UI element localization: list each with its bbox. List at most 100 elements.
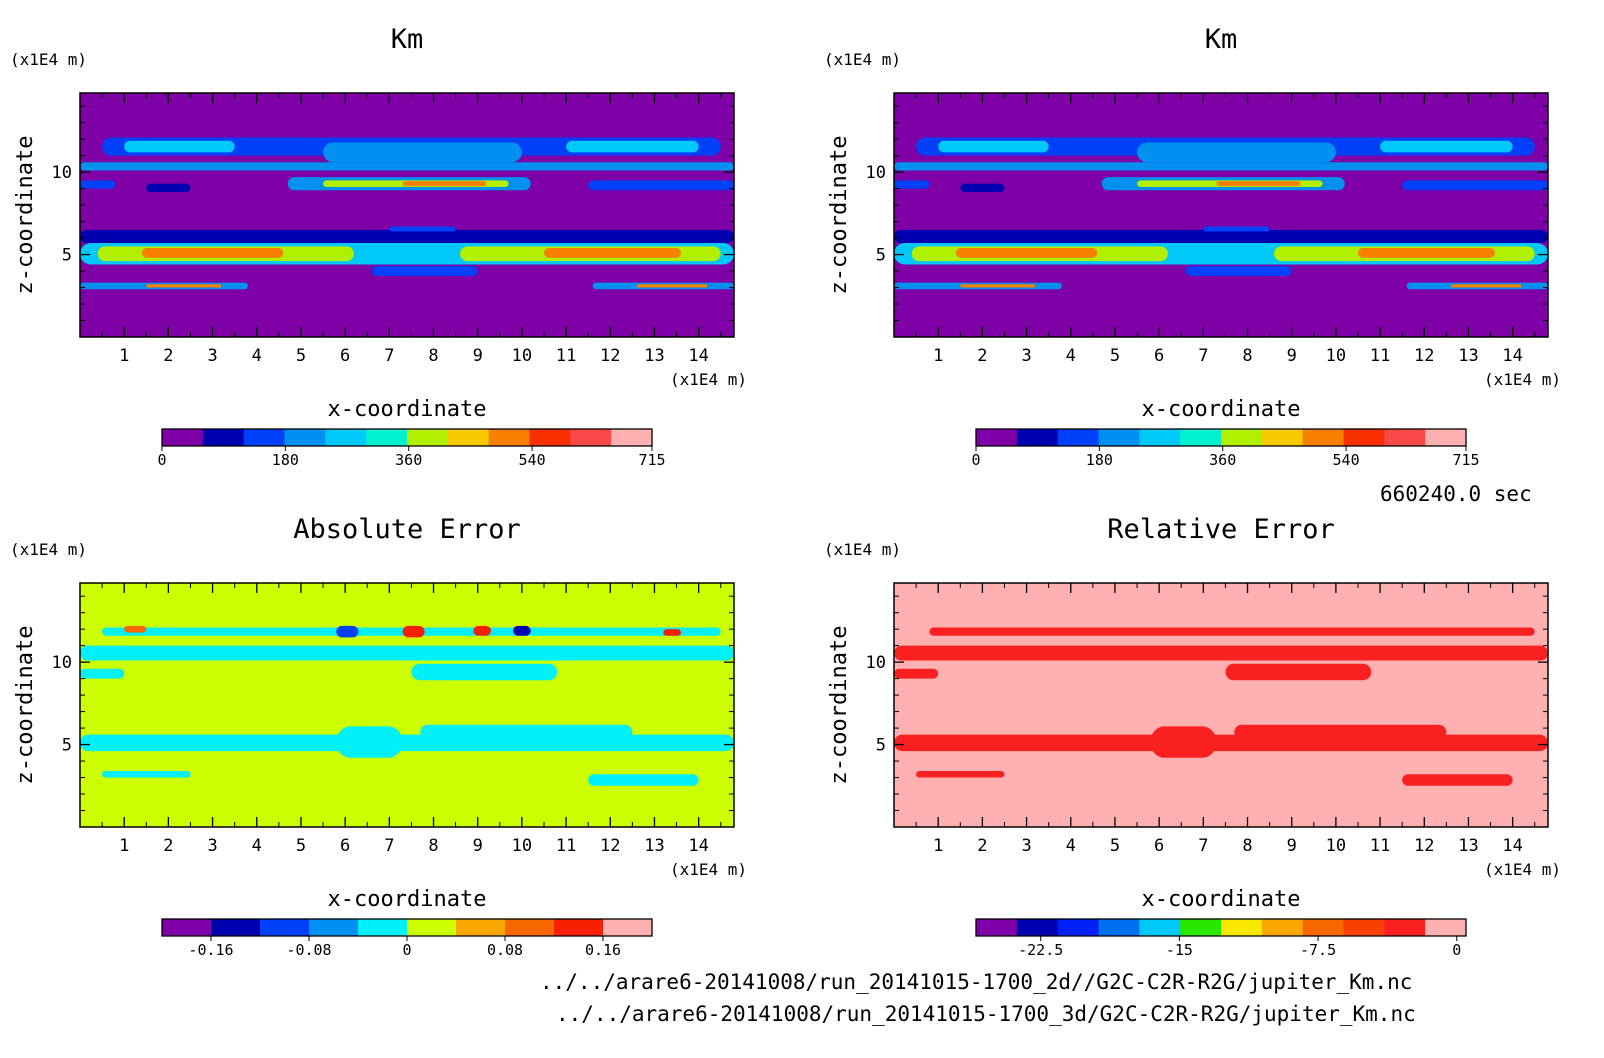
colorbar-tick-label-absolute_error-2: 0 [402, 941, 411, 959]
x-tick-label-km_3d-7: 7 [1198, 346, 1208, 366]
x-tick-label-km_3d-4: 4 [1066, 346, 1076, 366]
plot-background-relative_error [894, 583, 1548, 827]
y-axis-label-km_3d: z-coordinate [827, 136, 852, 295]
colorbar-swatch-km_2d-9 [529, 429, 571, 446]
x-axis-label-relative_error: x-coordinate [1142, 887, 1301, 912]
x-tick-label-km_3d-12: 12 [1414, 346, 1434, 366]
contour-region-km_2d-8 [146, 284, 222, 288]
colorbar-swatch-km_3d-2 [1057, 429, 1099, 446]
x-unit-label-absolute_error: (x1E4 m) [670, 860, 747, 879]
x-axis-label-km_2d: x-coordinate [328, 397, 487, 422]
contour-region-absolute_error-14 [663, 629, 681, 636]
colorbar-swatch-km_3d-0 [976, 429, 1018, 446]
time-label: 660240.0 sec [1380, 482, 1532, 506]
x-tick-label-km_2d-1: 1 [119, 346, 129, 366]
contour-region-absolute_error-6 [420, 724, 633, 740]
contour-region-km_3d-5 [1357, 247, 1495, 258]
x-tick-label-km_3d-6: 6 [1154, 346, 1164, 366]
colorbar-swatch-km_2d-0 [162, 429, 204, 446]
colorbar-tick-label-km_2d-0: 0 [157, 451, 166, 469]
colorbar-swatch-km_2d-1 [202, 429, 245, 446]
chart-title-absolute_error: Absolute Error [293, 514, 521, 545]
x-tick-label-km_3d-13: 13 [1458, 346, 1478, 366]
x-tick-label-km_2d-9: 9 [473, 346, 483, 366]
contour-region-absolute_error-3 [411, 663, 558, 681]
colorbar-tick-label-relative_error-3: 0 [1452, 941, 1461, 959]
colorbar-swatch-km_3d-6 [1221, 429, 1263, 446]
x-unit-label-km_2d: (x1E4 m) [670, 370, 747, 389]
plot-background-absolute_error [80, 583, 734, 827]
x-tick-label-relative_error-14: 14 [1502, 836, 1522, 856]
contour-region-absolute_error-5 [336, 726, 403, 758]
contour-region-absolute_error-9 [124, 625, 147, 633]
x-tick-label-absolute_error-7: 7 [384, 836, 394, 856]
colorbar-swatch-km_2d-3 [284, 429, 326, 446]
contour-region-km_3d-10 [1203, 226, 1270, 232]
colorbar-swatch-km_2d-7 [447, 429, 490, 446]
contour-region-relative_error-0 [894, 645, 1548, 661]
y-tick-label-absolute_error-5: 5 [62, 736, 72, 756]
contour-region-km_3d-20 [894, 180, 930, 189]
contour-region-km_2d-4 [141, 247, 284, 258]
contour-region-relative_error-8 [1402, 774, 1513, 786]
colorbar-frame-km_3d [975, 428, 1467, 447]
x-tick-label-km_3d-9: 9 [1287, 346, 1297, 366]
contour-region-km_3d-4 [955, 247, 1098, 258]
x-tick-label-relative_error-4: 4 [1066, 836, 1076, 856]
contour-region-km_2d-14 [124, 140, 235, 153]
colorbar-swatch-km_2d-5 [366, 429, 408, 446]
x-tick-label-absolute_error-3: 3 [207, 836, 217, 856]
y-unit-label-km_2d: (x1E4 m) [10, 50, 87, 69]
x-tick-label-absolute_error-4: 4 [252, 836, 262, 856]
colorbar-tick-label-km_3d-0: 0 [971, 451, 980, 469]
contour-region-relative_error-7 [916, 770, 1005, 778]
colorbar-tick-label-km_3d-1: 180 [1086, 451, 1113, 469]
colorbar-tick-label-km_2d-1: 180 [272, 451, 299, 469]
contour-region-km_3d-22 [1402, 180, 1548, 191]
contour-region-km_3d-15 [1137, 142, 1336, 163]
contour-region-absolute_error-12 [473, 625, 491, 636]
contour-region-absolute_error-10 [336, 625, 359, 638]
y-axis-label-absolute_error: z-coordinate [13, 626, 38, 785]
x-tick-label-absolute_error-14: 14 [688, 836, 708, 856]
contour-region-relative_error-4 [894, 734, 1548, 752]
y-unit-label-absolute_error: (x1E4 m) [10, 540, 87, 559]
y-axis-label-km_2d: z-coordinate [13, 136, 38, 295]
colorbar-swatch-km_3d-5 [1180, 429, 1222, 446]
y-tick-label-relative_error-5: 5 [876, 736, 886, 756]
colorbar-swatch-km_3d-3 [1098, 429, 1140, 446]
colorbar-swatch-absolute_error-0 [162, 919, 212, 936]
x-axis-label-km_3d: x-coordinate [1142, 397, 1301, 422]
plot-frame-relative_error [893, 582, 1549, 828]
y-unit-label-relative_error: (x1E4 m) [824, 540, 901, 559]
colorbar-swatch-relative_error-4 [1139, 919, 1181, 936]
colorbar-swatch-absolute_error-6 [456, 919, 506, 936]
y-tick-label-km_3d-5: 5 [876, 246, 886, 266]
x-tick-label-km_3d-8: 8 [1242, 346, 1252, 366]
contour-region-relative_error-5 [1150, 726, 1217, 758]
plot-frame-km_2d [79, 92, 735, 338]
contour-region-relative_error-1 [929, 627, 1535, 636]
contour-region-km_2d-10 [389, 226, 456, 232]
colorbar-swatch-relative_error-5 [1180, 919, 1222, 936]
x-tick-label-relative_error-9: 9 [1287, 836, 1297, 856]
colorbar-swatch-km_2d-6 [407, 429, 449, 446]
colorbar-tick-label-km_3d-3: 540 [1333, 451, 1360, 469]
colorbar-tick-label-relative_error-1: -15 [1166, 941, 1193, 959]
colorbar-swatch-km_2d-2 [243, 429, 285, 446]
colorbar-swatch-km_3d-11 [1425, 429, 1467, 446]
contour-region-km_3d-9 [1450, 284, 1522, 288]
x-axis-label-absolute_error: x-coordinate [328, 887, 487, 912]
y-axis-label-relative_error: z-coordinate [827, 626, 852, 785]
contour-region-km_2d-20 [80, 180, 116, 189]
x-tick-label-km_3d-3: 3 [1021, 346, 1031, 366]
contour-region-km_2d-21 [146, 183, 191, 192]
x-tick-label-absolute_error-8: 8 [428, 836, 438, 856]
chart-title-km_2d: Km [391, 24, 424, 55]
colorbar-swatch-absolute_error-3 [309, 919, 359, 936]
contour-region-absolute_error-2 [80, 668, 125, 679]
colorbar-swatch-km_2d-11 [611, 429, 653, 446]
x-tick-label-km_2d-13: 13 [644, 346, 664, 366]
x-tick-label-km_3d-5: 5 [1110, 346, 1120, 366]
contour-region-relative_error-6 [1234, 724, 1447, 740]
